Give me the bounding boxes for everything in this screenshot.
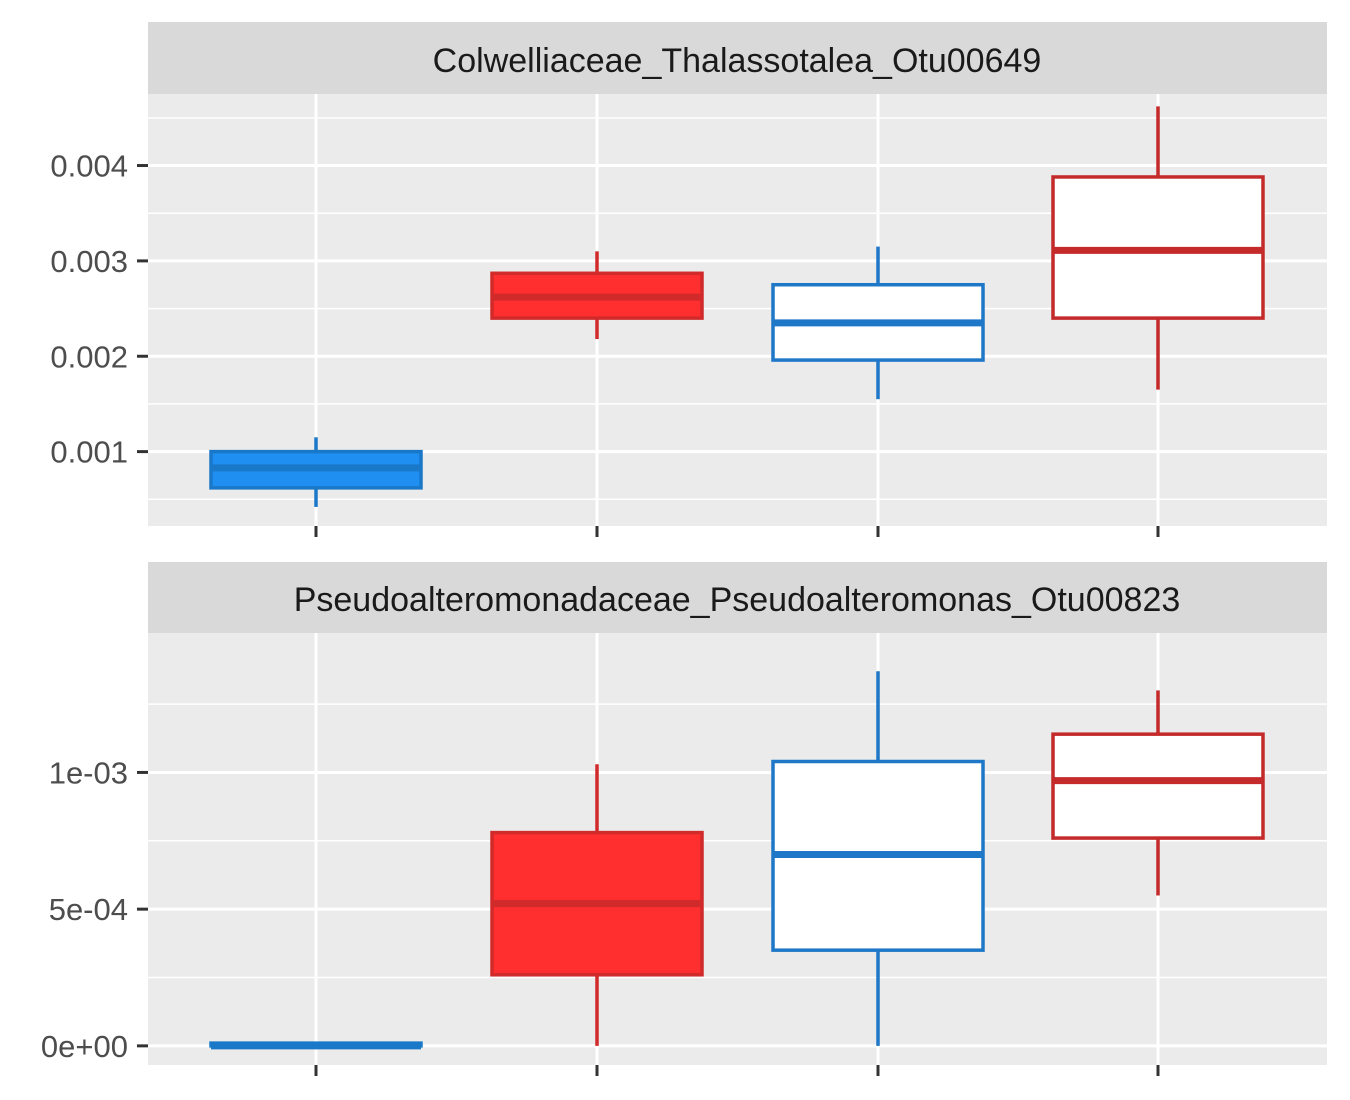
box-group-3 <box>771 671 985 1046</box>
box-group-4 <box>1051 690 1265 896</box>
y-tick-label: 5e-04 <box>49 892 128 927</box>
boxes-1 <box>209 106 1265 507</box>
x-axis-1 <box>314 526 1160 537</box>
y-axis-2: 0e+00 5e-04 1e-03 <box>41 755 148 1064</box>
facet-strip-label-1: Colwelliaceae_Thalassotalea_Otu00649 <box>433 42 1042 80</box>
y-axis-1: 0.001 0.002 0.003 0.004 <box>50 149 148 470</box>
facet-strip-label-2: Pseudoalteromonadaceae_Pseudoalteromonas… <box>294 581 1181 619</box>
box <box>1051 732 1265 840</box>
facet-panel-1: Colwelliaceae_Thalassotalea_Otu00649 0.0… <box>50 22 1327 537</box>
boxes-2 <box>209 671 1265 1050</box>
box-group-1 <box>209 437 423 507</box>
box-group-4 <box>1051 106 1265 390</box>
facet-strip-1 <box>148 22 1327 94</box>
plot-panel-2 <box>148 633 1327 1065</box>
y-tick-label: 0.002 <box>50 339 128 374</box>
facet-panel-2: Pseudoalteromonadaceae_Pseudoalteromonas… <box>41 562 1327 1076</box>
x-axis-2 <box>314 1065 1160 1076</box>
y-tick-label: 0.003 <box>50 244 128 279</box>
facet-strip-2 <box>148 562 1327 633</box>
box-group-3 <box>771 246 985 400</box>
y-tick-label: 0.001 <box>50 435 128 470</box>
box-group-1 <box>209 1041 423 1050</box>
y-tick-label: 0.004 <box>50 149 128 184</box>
y-tick-label: 0e+00 <box>41 1029 128 1064</box>
box-group-2 <box>490 764 704 1046</box>
y-tick-label: 1e-03 <box>49 755 128 790</box>
box-group-2 <box>490 251 704 340</box>
